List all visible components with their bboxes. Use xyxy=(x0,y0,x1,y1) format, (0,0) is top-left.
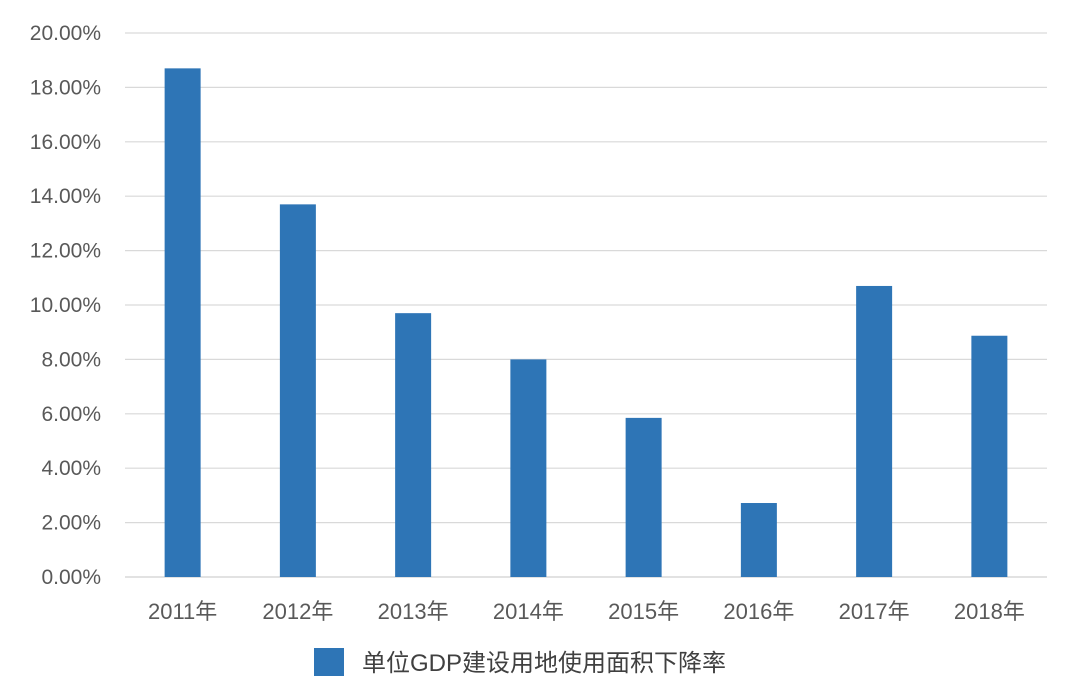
bar xyxy=(395,313,432,577)
x-tick-label: 2014年 xyxy=(493,599,564,624)
y-tick-label: 0.00% xyxy=(41,566,101,589)
y-tick-label: 12.00% xyxy=(30,240,101,263)
y-tick-label: 4.00% xyxy=(41,457,101,480)
legend-label: 单位GDP建设用地使用面积下降率 xyxy=(362,650,726,677)
y-tick-label: 18.00% xyxy=(30,76,101,99)
bars xyxy=(164,68,1008,578)
bar xyxy=(971,335,1008,577)
bar xyxy=(510,359,547,577)
x-tick-label: 2015年 xyxy=(608,599,679,624)
y-tick-label: 10.00% xyxy=(30,294,101,317)
bar xyxy=(740,503,777,577)
bar xyxy=(279,204,316,578)
bar xyxy=(856,285,893,577)
bar xyxy=(625,417,662,577)
y-tick-label: 14.00% xyxy=(30,185,101,208)
bar xyxy=(164,68,201,578)
y-tick-label: 6.00% xyxy=(41,403,101,426)
x-tick-label: 2016年 xyxy=(723,599,794,624)
y-tick-label: 16.00% xyxy=(30,131,101,154)
y-tick-label: 20.00% xyxy=(30,22,101,45)
y-tick-label: 8.00% xyxy=(41,348,101,371)
x-tick-label: 2017年 xyxy=(839,599,910,624)
gridlines xyxy=(125,32,1047,578)
x-axis-tick-labels: 2011年 2012年 2013年 2014年 2015年 2016年 2017年 2018年 xyxy=(148,599,1025,624)
x-tick-label: 2013年 xyxy=(378,599,449,624)
x-tick-label: 2018年 xyxy=(954,599,1025,624)
y-axis-tick-labels: 0.00% 2.00% 4.00% 6.00% 8.00% 10.00% 12.00% 14.… xyxy=(30,22,101,589)
y-tick-label: 2.00% xyxy=(41,512,101,535)
x-tick-label: 2011年 xyxy=(148,599,217,624)
x-tick-label: 2012年 xyxy=(262,599,333,624)
legend: 单位GDP建设用地使用面积下降率 xyxy=(314,648,726,677)
legend-swatch xyxy=(314,648,344,676)
